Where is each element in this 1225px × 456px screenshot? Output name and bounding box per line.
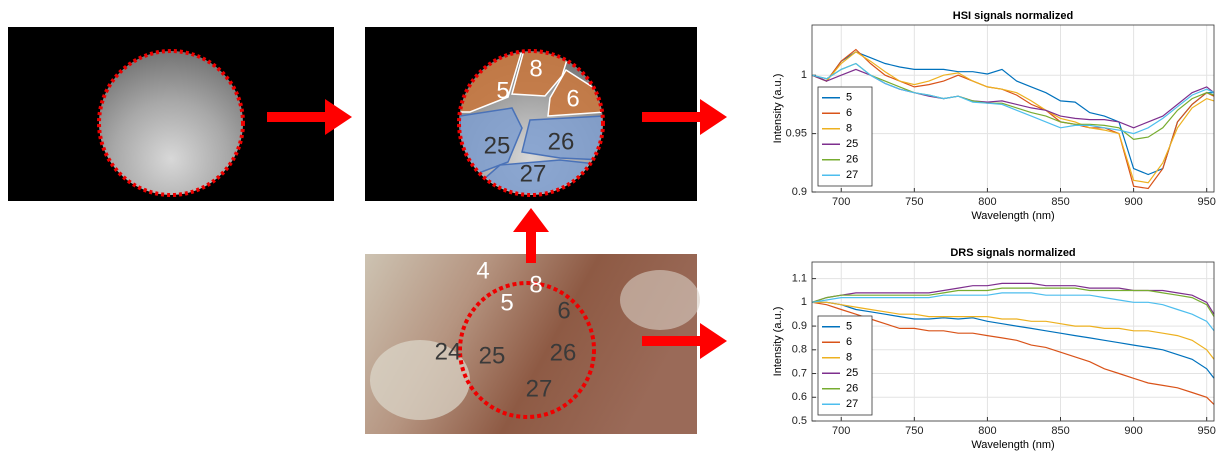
segment-label: 27 bbox=[520, 160, 547, 187]
photo-label: 24 bbox=[435, 338, 462, 365]
legend-label: 8 bbox=[846, 352, 852, 364]
y-tick-label: 1 bbox=[801, 69, 807, 81]
y-axis-label: Intensity (a.u.) bbox=[772, 307, 784, 377]
photo-label: 4 bbox=[476, 257, 489, 284]
legend-label: 8 bbox=[846, 123, 852, 135]
legend-label: 25 bbox=[846, 138, 858, 150]
legend-label: 5 bbox=[846, 321, 852, 333]
x-tick-label: 900 bbox=[1124, 425, 1142, 437]
legend-label: 6 bbox=[846, 107, 852, 119]
chart-title: DRS signals normalized bbox=[950, 247, 1075, 259]
x-tick-label: 850 bbox=[1051, 425, 1069, 437]
segment-label: 8 bbox=[529, 55, 542, 82]
y-tick-label: 0.9 bbox=[792, 186, 807, 198]
x-tick-label: 750 bbox=[905, 425, 923, 437]
photo-label: 25 bbox=[479, 342, 506, 369]
x-tick-label: 800 bbox=[978, 425, 996, 437]
legend-box bbox=[818, 316, 872, 415]
x-tick-label: 950 bbox=[1198, 425, 1216, 437]
y-axis-label: Intensity (a.u.) bbox=[772, 74, 784, 144]
y-tick-label: 1 bbox=[801, 296, 807, 308]
y-tick-label: 0.8 bbox=[792, 344, 807, 356]
legend-label: 5 bbox=[846, 92, 852, 104]
x-tick-label: 800 bbox=[978, 196, 996, 208]
legend-box bbox=[818, 87, 872, 186]
x-axis-label: Wavelength (nm) bbox=[971, 210, 1054, 222]
legend-label: 6 bbox=[846, 336, 852, 348]
segment-label: 25 bbox=[484, 132, 511, 159]
photo-label: 26 bbox=[550, 339, 577, 366]
legend-label: 27 bbox=[846, 169, 858, 181]
legend: 5 6 8 25 26 27 bbox=[818, 87, 872, 186]
y-tick-label: 0.95 bbox=[786, 128, 807, 140]
legend-label: 26 bbox=[846, 383, 858, 395]
legend-label: 25 bbox=[846, 367, 858, 379]
segment-label: 5 bbox=[496, 77, 509, 104]
x-axis-label: Wavelength (nm) bbox=[971, 439, 1054, 451]
photo-label: 5 bbox=[500, 289, 513, 316]
line-chart: 700 750 800 850 900 950 0.5 0.6 0.7 0.8 0.9 1 1.1 DRS… bbox=[772, 247, 1216, 451]
photo-label: 27 bbox=[526, 375, 553, 402]
legend: 5 6 8 25 26 27 bbox=[818, 316, 872, 415]
y-tick-label: 0.5 bbox=[792, 415, 807, 427]
y-tick-label: 0.6 bbox=[792, 391, 807, 403]
chart-title: HSI signals normalized bbox=[953, 10, 1073, 22]
segment-label: 6 bbox=[566, 85, 579, 112]
x-tick-label: 850 bbox=[1051, 196, 1069, 208]
legend-label: 27 bbox=[846, 398, 858, 410]
legend-label: 26 bbox=[846, 154, 858, 166]
photo-label: 6 bbox=[557, 297, 570, 324]
figure: 5 8 6 25 26 27 4 8 5 6 24 25 26 27 700 75… bbox=[0, 0, 1225, 456]
x-tick-label: 750 bbox=[905, 196, 923, 208]
x-tick-label: 700 bbox=[832, 425, 850, 437]
y-tick-label: 1.1 bbox=[792, 273, 807, 285]
x-tick-label: 700 bbox=[832, 196, 850, 208]
y-tick-label: 0.9 bbox=[792, 320, 807, 332]
line-chart: 700 750 800 850 900 950 0.9 0.95 1 HSI signals no… bbox=[772, 10, 1216, 222]
y-tick-label: 0.7 bbox=[792, 367, 807, 379]
x-tick-label: 900 bbox=[1124, 196, 1142, 208]
x-tick-label: 950 bbox=[1198, 196, 1216, 208]
photo-label: 8 bbox=[529, 271, 542, 298]
segment-label: 26 bbox=[548, 128, 575, 155]
